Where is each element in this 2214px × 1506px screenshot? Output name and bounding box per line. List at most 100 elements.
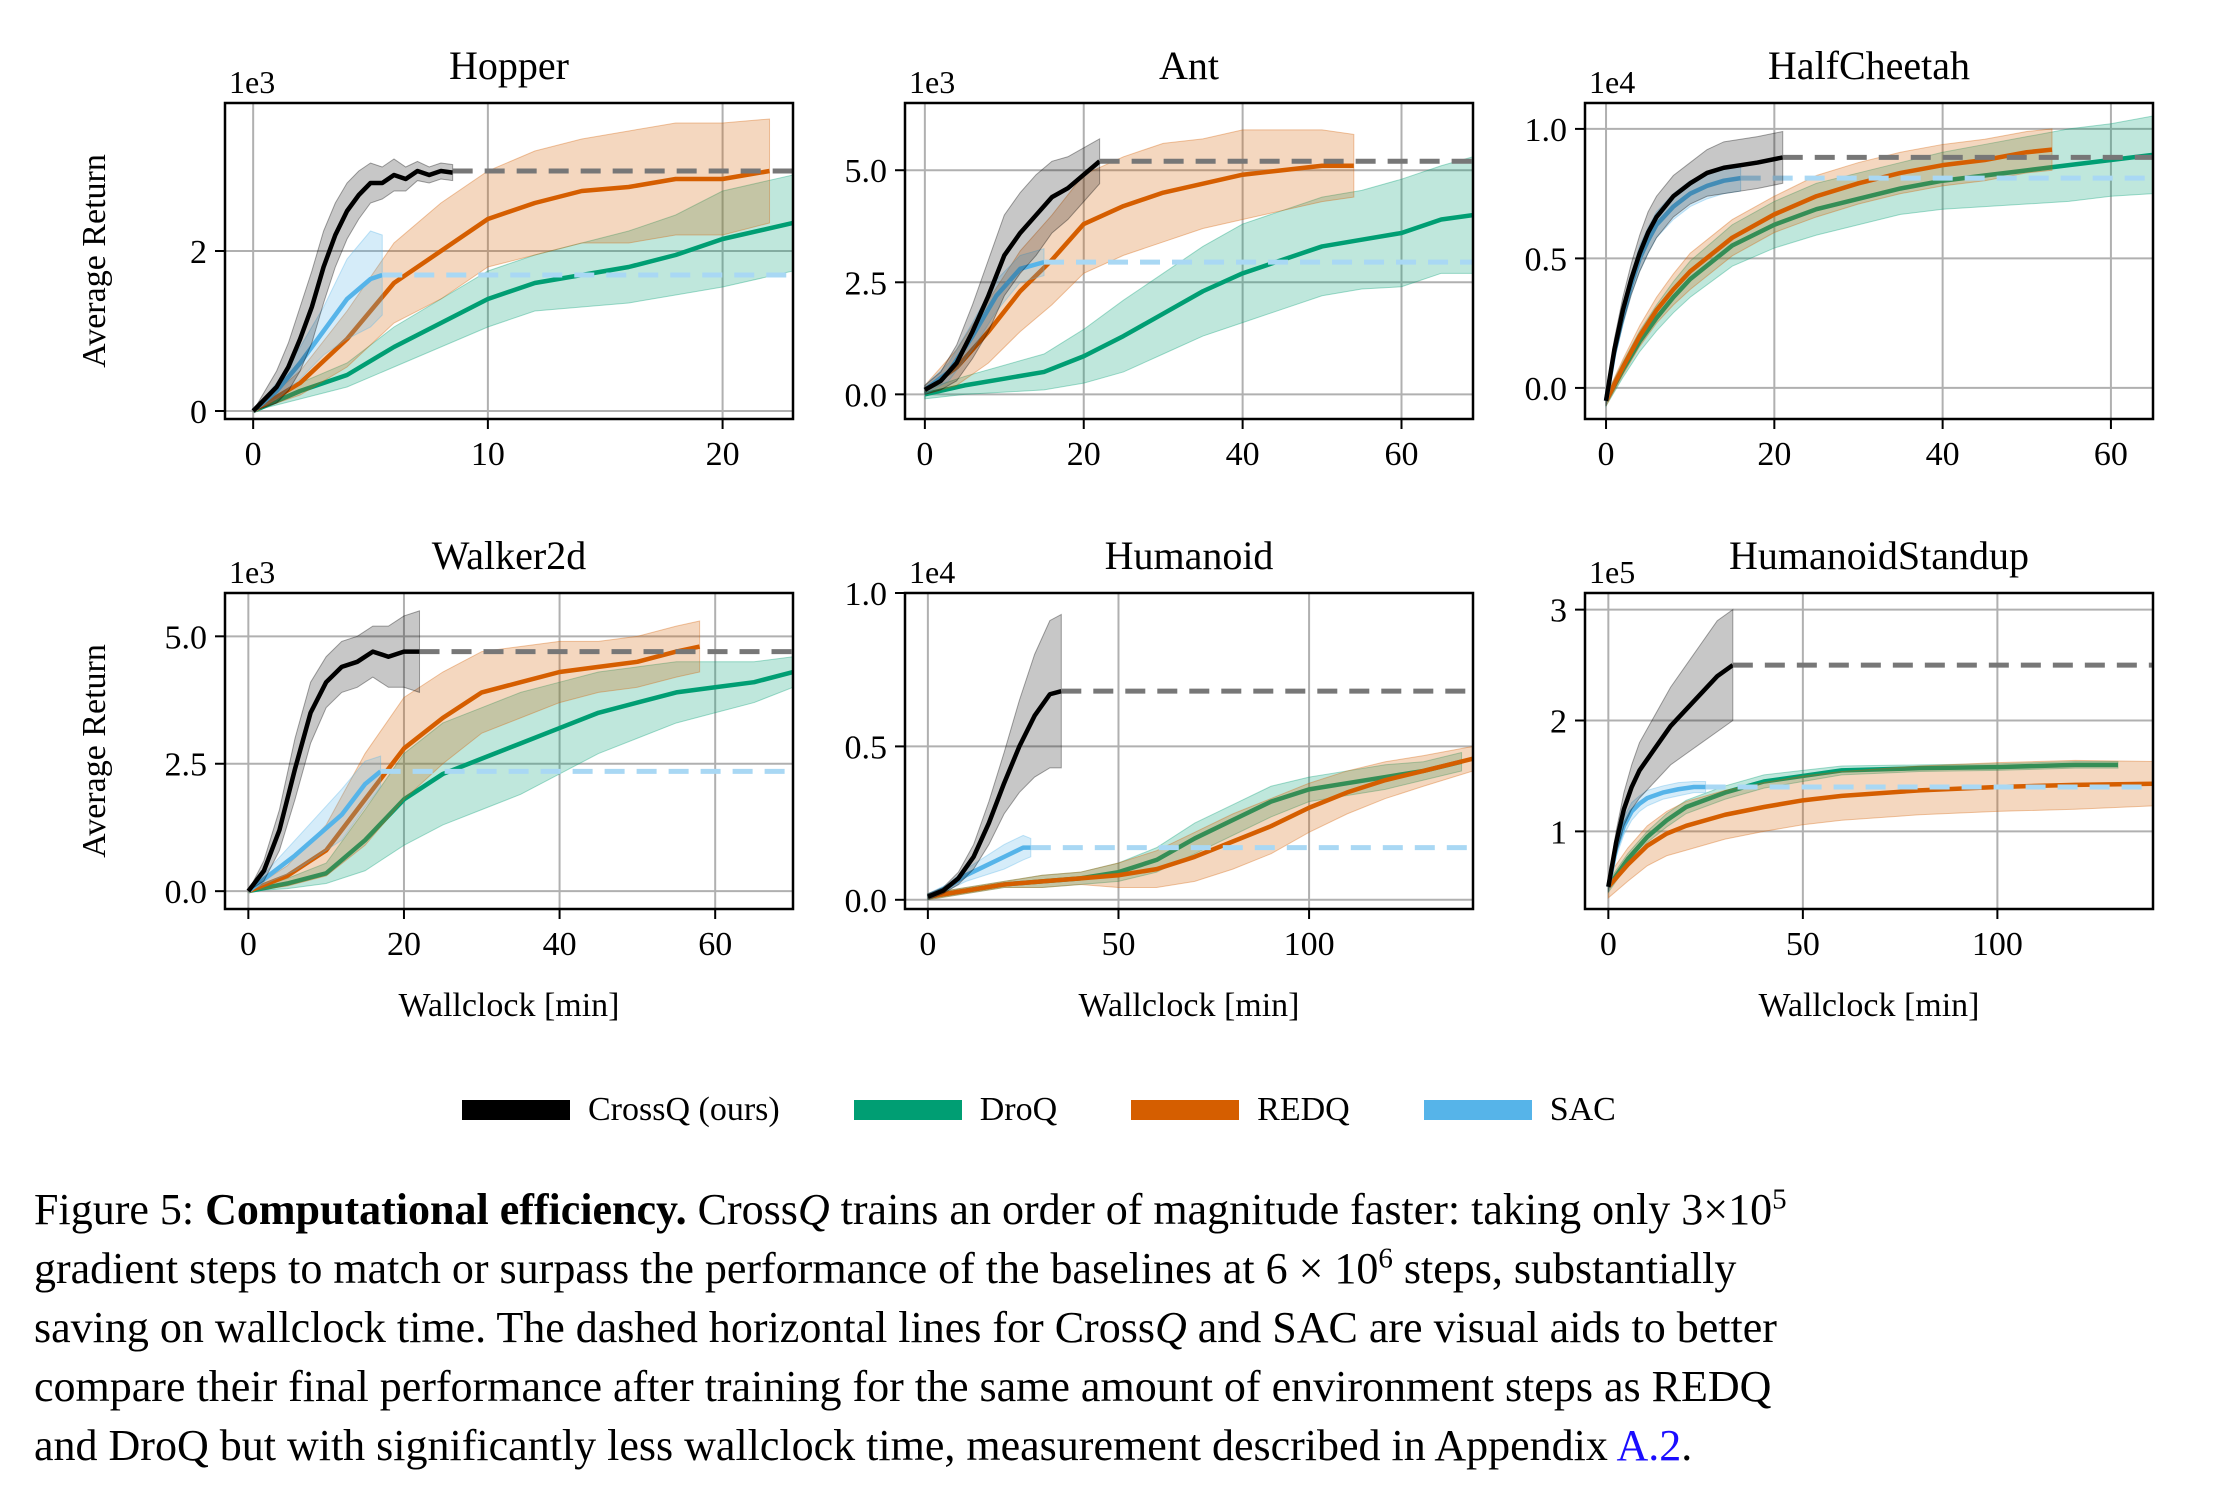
y-tick-label: 0.5 (845, 729, 888, 766)
chart-title: Humanoid (1105, 533, 1274, 578)
plot-area (926, 613, 1473, 901)
appendix-link[interactable]: A.2 (1616, 1421, 1682, 1470)
caption-line: saving on wallclock time. The dashed hor… (34, 1303, 1777, 1352)
legend-swatch (1131, 1100, 1240, 1120)
plot-area (923, 129, 1473, 400)
x-tick-label: 0 (1600, 926, 1617, 963)
line-redq (252, 168, 770, 413)
line-crossq (246, 649, 420, 893)
x-tick-label: 20 (387, 926, 421, 963)
chart-panel-ant: 0 20 40 60 0.0 2.5 5.0 Ant 1e3 (845, 43, 1475, 473)
x-tick-label: 100 (1284, 926, 1335, 963)
x-tick-label: 20 (1067, 436, 1101, 473)
caption-line: compare their final performance after tr… (34, 1362, 1772, 1411)
band-droq (1607, 761, 2119, 894)
x-tick-label: 40 (1226, 436, 1260, 473)
axes-frame (223, 101, 795, 421)
axes-frame (1583, 101, 2155, 421)
legend-label: SAC (1549, 1091, 1616, 1128)
y-tick-label: 0.0 (845, 883, 888, 920)
x-tick-label: 0 (916, 436, 933, 473)
legend-entry-crossq: CrossQ (ours) (462, 1091, 780, 1129)
legend-swatch (462, 1100, 570, 1120)
y-tick-label: 1.0 (845, 576, 888, 613)
band-droq (924, 156, 1473, 400)
plot-area (251, 118, 793, 414)
x-axis-label: Wallclock [min] (398, 987, 619, 1024)
chart-title: Walker2d (432, 533, 587, 578)
y-tick-label: 0.0 (1525, 371, 1568, 408)
y-tick-label: 2 (1550, 704, 1567, 741)
x-tick-label: 10 (471, 436, 505, 473)
x-tick-label: 60 (2094, 436, 2128, 473)
axis-multiplier: 1e3 (229, 64, 275, 100)
legend: CrossQ (ours) DroQ REDQ SAC (462, 1080, 1690, 1140)
line-redq (1604, 147, 2053, 402)
y-axis-label: Average Return (76, 644, 113, 858)
y-tick-label: 0 (190, 394, 207, 431)
band-crossq (927, 613, 1062, 901)
axis-multiplier: 1e3 (229, 554, 275, 590)
legend-swatch (853, 1100, 962, 1120)
x-tick-label: 40 (1926, 436, 1960, 473)
y-tick-label: 2.5 (845, 265, 888, 302)
chart-title: Hopper (449, 43, 569, 88)
line-crossq (927, 689, 1062, 899)
y-tick-label: 3 (1550, 593, 1567, 630)
line-droq (1604, 152, 2153, 402)
band-droq (248, 656, 793, 892)
x-tick-label: 0 (919, 926, 936, 963)
x-tick-label: 20 (706, 436, 740, 473)
chart-panel-humanoid: 0 50 100 0.0 0.5 1.0 Humanoid 1e4 Wallclock [min… (845, 533, 1475, 1024)
band-redq (1605, 128, 2053, 407)
y-tick-label: 2 (190, 234, 207, 271)
band-sac (924, 248, 1045, 396)
band-redq (1607, 759, 2153, 899)
axis-multiplier: 1e4 (909, 554, 955, 590)
y-tick-label: 1.0 (1525, 112, 1568, 149)
band-redq (252, 118, 771, 412)
caption-line: and DroQ but with significantly less wal… (34, 1421, 1693, 1470)
line-redq (923, 163, 1354, 392)
line-sac (251, 272, 383, 413)
band-redq (927, 745, 1473, 901)
plot-area (1606, 608, 2153, 899)
line-droq (924, 212, 1473, 397)
line-crossq (251, 168, 453, 413)
line-crossq (1606, 663, 1735, 888)
chart-title: HumanoidStandup (1729, 533, 2029, 578)
y-tick-label: 0.0 (165, 874, 208, 911)
x-axis-label: Wallclock [min] (1758, 987, 1979, 1024)
plot-area (1603, 115, 2153, 408)
axes-frame (1583, 591, 2155, 911)
line-droq (247, 669, 793, 894)
legend-entry-redq: REDQ (1131, 1091, 1350, 1129)
line-sac (246, 769, 383, 893)
caption-bold: Computational efficiency. (205, 1185, 687, 1234)
chart-title: Ant (1159, 43, 1219, 88)
band-crossq (1607, 608, 1734, 893)
chart-panel-humanoidstandup: 0 50 100 1 2 3 HumanoidStandup 1e5 Wallclock [mi… (1550, 533, 2155, 1024)
line-redq (927, 756, 1473, 899)
axis-multiplier: 1e3 (909, 64, 955, 100)
chart-panel-walker2d: 0 20 40 60 0.0 2.5 5.0 Walker2d 1e3 Average Retur… (76, 533, 795, 1024)
plot-area (246, 610, 793, 894)
band-redq (924, 129, 1355, 396)
chart-panel-halfcheetah: 0 20 40 60 0.0 0.5 1.0 HalfCheetah 1e4 (1525, 43, 2155, 473)
x-tick-label: 60 (1385, 436, 1419, 473)
line-droq (252, 220, 793, 414)
x-tick-label: 0 (240, 926, 257, 963)
y-tick-label: 0.0 (845, 377, 888, 414)
chart-title: HalfCheetah (1768, 43, 1970, 88)
chart-panel-hopper: 0 10 20 0 2 Hopper 1e3 Average Return (76, 43, 795, 473)
x-tick-label: 60 (698, 926, 732, 963)
x-tick-label: 100 (1972, 926, 2023, 963)
band-droq (927, 751, 1463, 901)
caption-prefix: Figure 5: (34, 1185, 195, 1234)
caption-line: gradient steps to match or surpass the p… (34, 1242, 1737, 1293)
y-tick-label: 0.5 (1525, 241, 1568, 278)
line-droq (1606, 762, 2118, 889)
line-sac (1606, 784, 1706, 888)
x-tick-label: 0 (1598, 436, 1615, 473)
x-axis-label: Wallclock [min] (1078, 987, 1299, 1024)
